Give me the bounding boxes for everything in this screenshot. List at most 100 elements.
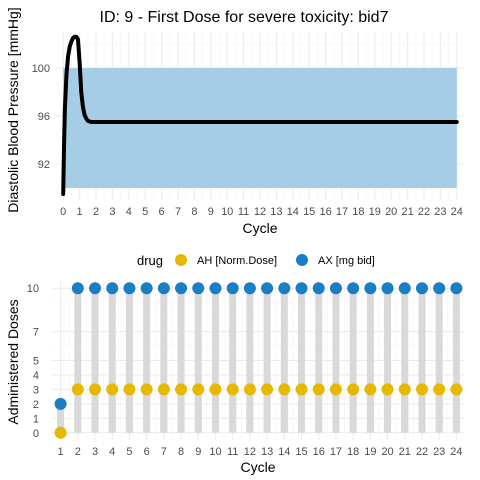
top-x-tick-label: 4 xyxy=(126,206,132,218)
bottom-y-tick-label: 7 xyxy=(33,327,39,339)
dose-point-ax xyxy=(175,282,188,295)
dose-stems xyxy=(57,288,460,433)
bottom-x-tick-label: 1 xyxy=(58,446,64,458)
dose-point-ah xyxy=(192,383,205,396)
dose-point-ax xyxy=(312,282,325,295)
chart-title: ID: 9 - First Dose for severe toxicity: … xyxy=(100,9,389,26)
bottom-x-tick-label: 12 xyxy=(244,446,256,458)
bottom-y-tick-label: 3 xyxy=(33,384,39,396)
dose-point-ah xyxy=(312,383,325,396)
dose-point-ah xyxy=(278,383,291,396)
top-x-tick-label: 13 xyxy=(270,206,282,218)
dose-point-ax xyxy=(381,282,394,295)
top-y-axis-title: Diastolic Blood Pressure [mmHg] xyxy=(5,7,21,212)
bottom-y-tick-labels: 0 1 2 3 4 5 7 10 xyxy=(27,283,39,440)
bottom-x-tick-label: 16 xyxy=(313,446,325,458)
dose-point-ax xyxy=(89,282,102,295)
top-x-tick-label: 8 xyxy=(191,206,197,218)
top-x-tick-label: 22 xyxy=(418,206,430,218)
top-x-tick-label: 1 xyxy=(77,206,83,218)
bottom-x-tick-label: 15 xyxy=(295,446,307,458)
target-range-band xyxy=(63,68,457,188)
dose-point-ax xyxy=(329,282,342,295)
top-x-tick-label: 2 xyxy=(93,206,99,218)
bottom-y-tick-label: 0 xyxy=(33,428,39,440)
top-x-tick-label: 20 xyxy=(385,206,397,218)
bottom-x-tick-label: 7 xyxy=(161,446,167,458)
dose-point-ax xyxy=(106,282,119,295)
bottom-x-tick-label: 21 xyxy=(399,446,411,458)
bottom-x-tick-label: 2 xyxy=(75,446,81,458)
dose-point-ax xyxy=(123,282,136,295)
dose-point-ah xyxy=(209,383,222,396)
dose-points xyxy=(54,282,463,439)
dose-point-ah xyxy=(140,383,153,396)
top-x-tick-label: 19 xyxy=(369,206,381,218)
top-x-tick-label: 9 xyxy=(208,206,214,218)
bottom-x-axis-title: Cycle xyxy=(240,459,275,475)
dose-point-ax xyxy=(278,282,291,295)
bottom-x-tick-label: 3 xyxy=(92,446,98,458)
bottom-y-axis-title: Administered Doses xyxy=(5,299,21,424)
top-y-tick-label: 92 xyxy=(38,159,50,171)
bottom-x-tick-label: 24 xyxy=(450,446,462,458)
top-x-tick-labels: 0 1 2 3 4 5 6 7 8 9 10 11 12 13 14 15 16 17 18 19 20 21 22 23 24 xyxy=(60,206,463,218)
top-x-tick-label: 3 xyxy=(109,206,115,218)
dose-point-ah xyxy=(54,426,67,439)
dose-point-ah xyxy=(295,383,308,396)
dose-point-ah xyxy=(261,383,274,396)
dose-point-ah xyxy=(415,383,428,396)
dose-point-ax xyxy=(226,282,239,295)
top-x-tick-label: 10 xyxy=(221,206,233,218)
bottom-x-tick-label: 11 xyxy=(227,446,238,458)
dose-point-ax xyxy=(261,282,274,295)
bottom-y-tick-label: 4 xyxy=(33,370,39,382)
dose-point-ah xyxy=(329,383,342,396)
legend-swatch-ah xyxy=(175,254,187,266)
bottom-y-tick-label: 10 xyxy=(27,283,39,295)
dose-point-ah xyxy=(226,383,239,396)
bottom-y-tick-label: 5 xyxy=(33,356,39,368)
legend-swatch-ax xyxy=(296,254,308,266)
top-x-tick-label: 18 xyxy=(352,206,364,218)
blood-pressure-line xyxy=(61,34,459,196)
top-panel: ID: 9 - First Dose for severe toxicity: … xyxy=(5,7,465,236)
legend: drug AH [Norm.Dose] AX [mg bid] xyxy=(137,253,375,268)
dose-point-ah xyxy=(157,383,170,396)
top-y-tick-label: 100 xyxy=(32,63,50,75)
top-x-tick-label: 12 xyxy=(254,206,266,218)
dose-point-ax xyxy=(450,282,463,295)
top-x-tick-label: 0 xyxy=(60,206,66,218)
dose-point-ax xyxy=(415,282,428,295)
top-x-tick-label: 16 xyxy=(319,206,331,218)
dose-point-ax xyxy=(398,282,411,295)
dose-point-ah xyxy=(243,383,256,396)
bottom-y-tick-label: 2 xyxy=(33,399,39,411)
top-x-tick-label: 23 xyxy=(434,206,446,218)
dose-point-ax xyxy=(243,282,256,295)
bottom-x-tick-label: 23 xyxy=(433,446,445,458)
top-x-tick-label: 7 xyxy=(175,206,181,218)
dose-point-ax xyxy=(364,282,377,295)
bottom-x-tick-labels: 1 2 3 4 5 6 7 8 9 10 11 12 13 14 15 16 17 18 19 20 21 22 23 24 xyxy=(58,446,463,458)
top-x-axis-title: Cycle xyxy=(242,220,277,236)
bottom-x-tick-label: 4 xyxy=(109,446,115,458)
top-x-tick-label: 6 xyxy=(159,206,165,218)
top-x-tick-label: 14 xyxy=(287,206,299,218)
bottom-x-tick-label: 9 xyxy=(195,446,201,458)
bottom-x-tick-label: 18 xyxy=(347,446,359,458)
bottom-x-tick-label: 17 xyxy=(330,446,342,458)
legend-label-ax: AX [mg bid] xyxy=(318,255,375,267)
legend-title: drug xyxy=(137,253,163,268)
dose-point-ax xyxy=(140,282,153,295)
top-x-tick-label: 11 xyxy=(238,206,249,218)
dose-point-ah xyxy=(364,383,377,396)
bottom-y-tick-label: 1 xyxy=(33,413,39,425)
dose-point-ah xyxy=(433,383,446,396)
top-x-tick-label: 21 xyxy=(401,206,413,218)
bottom-x-tick-label: 5 xyxy=(126,446,132,458)
dose-point-ah xyxy=(89,383,102,396)
dose-point-ah xyxy=(106,383,119,396)
bottom-x-tick-label: 22 xyxy=(416,446,428,458)
